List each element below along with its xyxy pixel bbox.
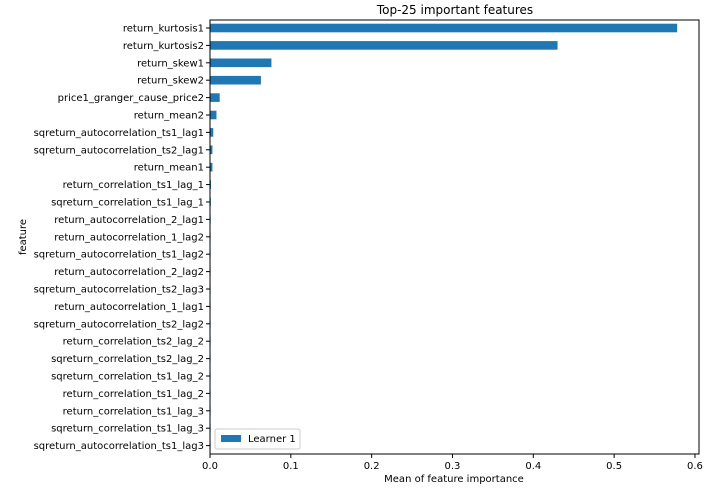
category-label: sqreturn_correlation_ts1_lag_1 <box>51 198 204 209</box>
x-tick-label: 0.4 <box>525 461 541 472</box>
category-label: sqreturn_correlation_ts2_lag_2 <box>51 354 204 365</box>
y-axis-title: feature <box>18 219 29 255</box>
x-tick-label: 0.1 <box>283 461 299 472</box>
category-label: sqreturn_autocorrelation_ts2_lag1 <box>34 145 204 156</box>
category-label: return_skew1 <box>137 58 204 69</box>
bar-return_kurtosis2 <box>210 41 558 50</box>
x-tick-label: 0.6 <box>687 461 703 472</box>
category-label: return_correlation_ts1_lag_1 <box>63 180 204 191</box>
chart-title: Top-25 important features <box>376 3 533 17</box>
x-tick-label: 0.5 <box>606 461 622 472</box>
bar-return_mean2 <box>210 110 217 120</box>
legend-swatch <box>221 435 241 442</box>
legend: Learner 1 <box>214 428 301 450</box>
category-label: return_mean2 <box>134 111 204 122</box>
category-label: sqreturn_autocorrelation_ts1_lag1 <box>34 128 204 139</box>
x-axis-title: Mean of feature importance <box>384 474 524 485</box>
x-tick-label: 0.2 <box>364 461 380 472</box>
category-label: return_mean1 <box>134 163 204 174</box>
x-tick-label: 0.3 <box>445 461 461 472</box>
bar-return_kurtosis1 <box>210 23 678 33</box>
category-label: return_autocorrelation_2_lag2 <box>54 267 204 278</box>
category-label: return_skew2 <box>137 76 204 87</box>
category-label: return_autocorrelation_1_lag1 <box>54 302 204 313</box>
category-label: sqreturn_autocorrelation_ts1_lag3 <box>34 441 204 452</box>
category-labels: return_kurtosis1 return_kurtosis2 return_s… <box>34 24 210 452</box>
category-label: sqreturn_correlation_ts1_lag_3 <box>51 424 204 435</box>
category-label: return_correlation_ts2_lag_2 <box>63 337 204 348</box>
bar-sqreturn_autocorrelation_ts2_lag1 <box>210 145 213 155</box>
category-label: sqreturn_autocorrelation_ts2_lag2 <box>34 319 204 330</box>
category-label: return_kurtosis1 <box>123 24 204 35</box>
category-label: sqreturn_autocorrelation_ts1_lag2 <box>34 250 204 261</box>
bar-return_skew1 <box>210 58 272 68</box>
bar-price1_granger_cause_price2 <box>210 93 220 102</box>
x-tick-label: 0.0 <box>202 461 218 472</box>
category-label: return_correlation_ts1_lag_2 <box>63 389 204 400</box>
category-label: sqreturn_correlation_ts1_lag_2 <box>51 372 204 383</box>
legend-box <box>214 428 301 450</box>
category-label: price1_granger_cause_price2 <box>58 93 204 104</box>
bar-return_mean1 <box>210 162 213 172</box>
category-label: return_kurtosis2 <box>123 41 204 52</box>
bars-group <box>210 23 678 450</box>
category-label: sqreturn_autocorrelation_ts2_lag3 <box>34 285 204 296</box>
legend-label: Learner 1 <box>248 434 296 445</box>
bar-sqreturn_autocorrelation_ts1_lag1 <box>210 128 214 137</box>
category-label: return_autocorrelation_2_lag1 <box>54 215 204 226</box>
category-label: return_autocorrelation_1_lag2 <box>54 232 204 243</box>
category-label: return_correlation_ts1_lag_3 <box>63 406 204 417</box>
bar-return_skew2 <box>210 75 261 85</box>
x-axis-ticks: 0.0 0.1 0.2 0.3 0.4 0.5 0.6 <box>202 454 703 472</box>
plot-frame <box>209 19 700 455</box>
